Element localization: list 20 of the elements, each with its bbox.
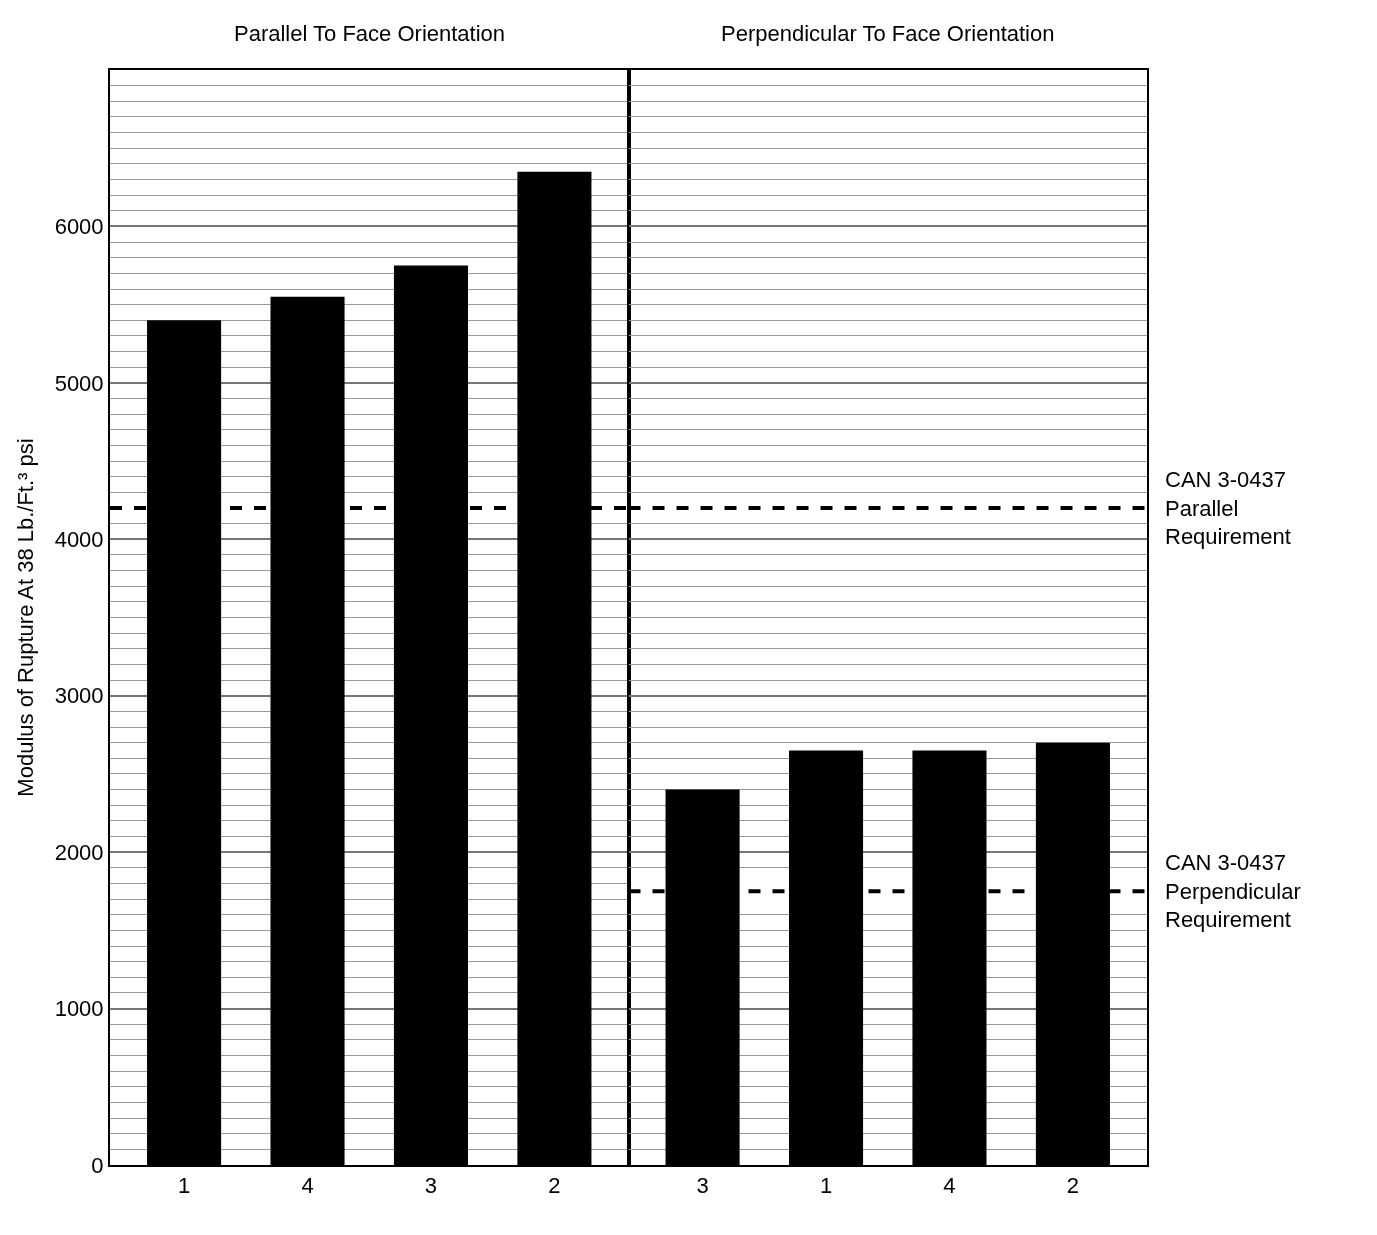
y-tick-label: 6000 (54, 214, 104, 240)
x-tick-label: 3 (424, 1173, 438, 1199)
chart-title: Parallel To Face Orientation (234, 21, 506, 46)
chart-title: Perpendicular To Face Orientation (721, 21, 1055, 46)
x-tick-label: 1 (177, 1173, 191, 1199)
x-tick-label: 1 (819, 1173, 833, 1199)
ref-line-label: CAN 3-0437 Parallel Requirement (1165, 467, 1291, 550)
x-tick-label: 4 (301, 1173, 314, 1199)
y-tick-label: 4000 (54, 526, 104, 552)
ref-line-label: CAN 3-0437 Perpendicular Requirement (1165, 850, 1301, 933)
x-tick-label: 2 (548, 1173, 561, 1199)
x-tick-label: 4 (943, 1173, 956, 1199)
x-tick-label: 3 (696, 1173, 709, 1199)
y-tick-label: 1000 (54, 996, 104, 1022)
y-tick-label: 3000 (54, 683, 104, 709)
x-tick-label: 2 (1066, 1173, 1080, 1199)
y-axis-title: Modulus of Rupture At 38 Lb./Ft.³ psi (12, 438, 38, 797)
y-tick-label: 5000 (54, 370, 104, 396)
y-tick-label: 0 (91, 1152, 104, 1178)
y-tick-label: 2000 (54, 839, 104, 865)
